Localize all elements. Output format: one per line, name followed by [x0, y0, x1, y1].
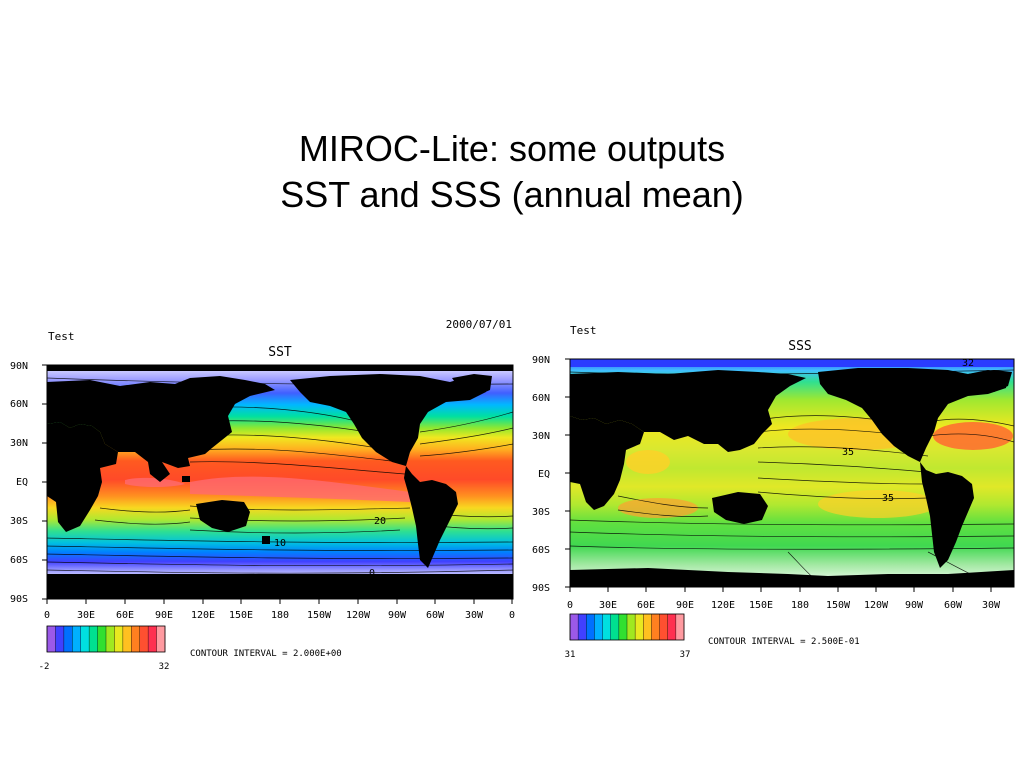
sss-colorbar-swatch [610, 614, 620, 640]
sss-colorbar-swatch [602, 614, 612, 640]
sss-lon-90e: 90E [676, 600, 694, 611]
sst-lon-90w: 90W [388, 610, 407, 621]
sss-lat-90s: 90S [532, 583, 550, 594]
sst-lon-60e: 60E [116, 610, 134, 621]
sss-colorbar-max: 37 [680, 650, 691, 660]
sst-lat-30s: 30S [10, 516, 28, 527]
sst-lat-90s: 90S [10, 594, 28, 605]
sss-map-title: SSS [788, 339, 811, 354]
sss-lon-120e: 120E [711, 600, 735, 611]
sss-panel: Test SSS [528, 312, 1024, 662]
sst-lon-30e: 30E [77, 610, 95, 621]
sss-header-left: Test [570, 324, 597, 337]
sss-colorbar-swatch [627, 614, 636, 640]
sss-lat-30s: 30S [532, 507, 550, 518]
slide-title-line2: SST and SSS (annual mean) [280, 174, 744, 215]
sss-lat-30n: 30N [532, 431, 550, 442]
sst-panel: Test 2000/07/01 SST [0, 312, 520, 674]
sst-contour-label-10: 10 [274, 538, 286, 549]
sss-lon-axis: 0 30E 60E 90E 120E 150E 180 150W 120W 90… [567, 587, 1001, 611]
sss-map-area: 35 35 32 [569, 358, 1015, 588]
sst-colorbar-max: 32 [159, 662, 170, 672]
sst-lon-axis: 0 30E 60E 90E 120E 150E 180 150W 120W 90… [44, 599, 515, 621]
sst-colorbar-swatch [148, 626, 158, 652]
sss-contour-interval: CONTOUR INTERVAL = 2.500E-01 [708, 637, 860, 647]
sst-lat-30n: 30N [10, 438, 28, 449]
sst-lon-0: 0 [44, 610, 50, 621]
sst-lat-axis: 90N 60N 30N EQ 30S 60S 90S [10, 361, 47, 605]
sss-colorbar-swatch [570, 614, 579, 640]
sss-lon-60w: 60W [944, 600, 963, 611]
sst-colorbar-swatch [139, 626, 149, 652]
sss-lon-60e: 60E [637, 600, 655, 611]
slide-title: MIROC-Lite: some outputs SST and SSS (an… [0, 126, 1024, 218]
sss-lat-axis: 90N 60N 30N EQ 30S 60S 90S [532, 355, 570, 594]
sst-colorbar-swatch [114, 626, 124, 652]
sst-lat-eq: EQ [16, 477, 28, 488]
sss-colorbar [569, 613, 685, 641]
sss-lon-30e: 30E [599, 600, 617, 611]
sss-lat-90n: 90N [532, 355, 550, 366]
sst-lat-60s: 60S [10, 555, 28, 566]
sst-lon-60w: 60W [426, 610, 445, 621]
sss-lon-30w: 30W [982, 600, 1001, 611]
sss-contour-label-32: 32 [962, 358, 974, 369]
sss-map-figure: Test SSS [532, 324, 1015, 660]
sss-colorbar-swatch [594, 614, 604, 640]
sst-colorbar-swatch [97, 626, 107, 652]
sst-colorbar-swatch [47, 626, 56, 652]
sst-colorbar-swatch [122, 626, 132, 652]
sss-lon-150e: 150E [749, 600, 773, 611]
sss-colorbar-swatch [667, 614, 677, 640]
sst-lon-120w: 120W [346, 610, 371, 621]
sst-lon-0-end: 0 [509, 610, 515, 621]
sss-colorbar-swatch [651, 614, 661, 640]
sst-colorbar-swatch [72, 626, 82, 652]
sst-lon-180: 180 [271, 610, 289, 621]
sst-colorbar-swatch [131, 626, 141, 652]
sss-lon-90w: 90W [905, 600, 924, 611]
sss-colorbar-swatch [635, 614, 644, 640]
sst-colorbar-swatch [80, 626, 90, 652]
sst-contour-label-0: 0 [369, 568, 375, 579]
sst-contour-label-20: 20 [374, 516, 386, 527]
sss-colorbar-swatch [586, 614, 595, 640]
sss-colorbar-swatch [659, 614, 669, 640]
sst-map-figure: Test 2000/07/01 SST [10, 318, 515, 672]
sst-header-left: Test [48, 330, 75, 343]
sst-colorbar-min: -2 [39, 662, 50, 672]
sss-lon-180: 180 [791, 600, 809, 611]
sss-lat-eq: EQ [538, 469, 550, 480]
sst-colorbar-swatch [89, 626, 99, 652]
sst-colorbar [46, 625, 166, 653]
sss-lon-150w: 150W [826, 600, 851, 611]
sst-date: 2000/07/01 [446, 318, 512, 331]
sst-lon-30w: 30W [465, 610, 484, 621]
sst-map-title: SST [268, 345, 292, 360]
sss-colorbar-swatch [675, 614, 685, 640]
sss-lat-60n: 60N [532, 393, 550, 404]
sss-colorbar-swatch [578, 614, 587, 640]
sst-colorbar-swatch [55, 626, 65, 652]
sss-contour-label-35a: 35 [842, 447, 854, 458]
sst-colorbar-swatch [63, 626, 73, 652]
sst-colorbar-swatch [156, 626, 166, 652]
sss-colorbar-swatch [618, 614, 628, 640]
sss-lon-120w: 120W [864, 600, 889, 611]
slide-title-line1: MIROC-Lite: some outputs [298, 128, 726, 169]
sst-lon-150w: 150W [307, 610, 332, 621]
sst-lon-150e: 150E [229, 610, 253, 621]
sst-lat-90n: 90N [10, 361, 28, 372]
sst-map-area: 20 10 0 [46, 364, 514, 600]
sss-colorbar-swatch [643, 614, 652, 640]
sss-contour-label-35b: 35 [882, 493, 894, 504]
sst-lon-90e: 90E [155, 610, 173, 621]
sst-lat-60n: 60N [10, 399, 28, 410]
sst-colorbar-swatch [106, 626, 115, 652]
sss-colorbar-min: 31 [565, 650, 576, 660]
sst-contour-interval: CONTOUR INTERVAL = 2.000E+00 [190, 649, 342, 659]
sss-lat-60s: 60S [532, 545, 550, 556]
sss-lon-0: 0 [567, 600, 573, 611]
sst-lon-120e: 120E [191, 610, 215, 621]
